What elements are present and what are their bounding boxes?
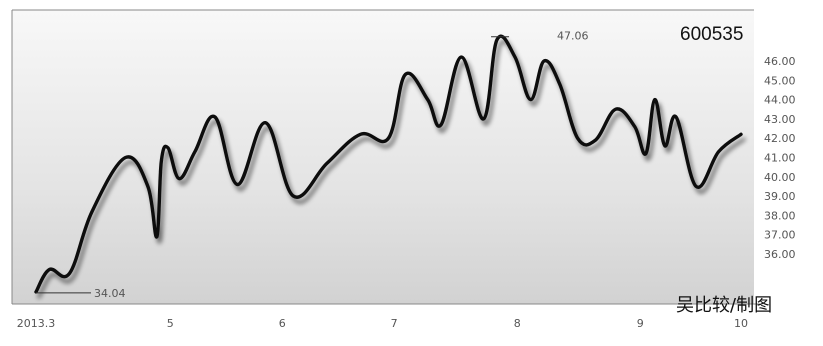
min-annotation: 34.04	[36, 287, 126, 300]
x-axis-ticks: 2013.3 5 6 7 8 9 10	[17, 317, 748, 330]
x-tick-label: 8	[514, 317, 521, 330]
x-tick-label: 6	[279, 317, 286, 330]
y-tick-label: 37.00	[764, 229, 796, 242]
y-axis-ticks: 36.00 37.00 38.00 39.00 40.00 41.00 42.00 43.00…	[764, 55, 796, 261]
max-annotation-label: 47.06	[557, 30, 589, 43]
max-annotation: 47.06	[491, 30, 589, 43]
x-tick-label: 9	[637, 317, 644, 330]
x-tick-label: 5	[167, 317, 174, 330]
plot-area	[12, 10, 754, 304]
y-tick-label: 36.00	[764, 248, 796, 261]
chart-credit: 吴比较/制图	[676, 295, 772, 316]
x-tick-label: 10	[734, 317, 748, 330]
stock-code: 600535	[680, 24, 743, 45]
y-tick-label: 45.00	[764, 74, 796, 87]
y-tick-label: 42.00	[764, 132, 796, 145]
min-annotation-label: 34.04	[94, 287, 126, 300]
y-tick-label: 46.00	[764, 55, 796, 68]
y-tick-label: 43.00	[764, 113, 796, 126]
x-tick-label: 7	[391, 317, 398, 330]
y-tick-label: 40.00	[764, 171, 796, 184]
y-tick-label: 44.00	[764, 94, 796, 107]
y-tick-label: 38.00	[764, 209, 796, 222]
price-line-series	[34, 34, 743, 294]
x-tick-label: 2013.3	[17, 317, 56, 330]
y-tick-label: 41.00	[764, 152, 796, 165]
y-tick-label: 39.00	[764, 190, 796, 203]
